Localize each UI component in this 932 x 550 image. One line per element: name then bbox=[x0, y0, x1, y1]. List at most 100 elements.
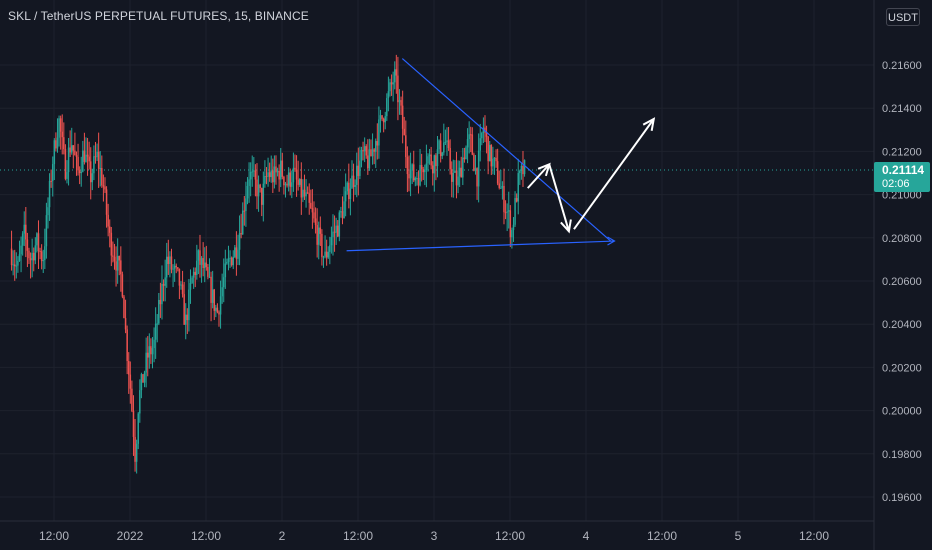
time-tick-label: 2 bbox=[279, 529, 286, 543]
candle-body bbox=[13, 264, 16, 267]
candle-body bbox=[340, 211, 342, 213]
candle-body bbox=[430, 154, 432, 166]
candle-body bbox=[427, 156, 429, 164]
candle-body bbox=[121, 274, 124, 297]
candle-body bbox=[441, 152, 443, 157]
candle-body bbox=[26, 239, 29, 251]
bar-countdown: 02:06 bbox=[882, 178, 910, 190]
candle-body bbox=[286, 183, 288, 186]
candle-body bbox=[200, 258, 203, 265]
candle-body bbox=[283, 176, 285, 186]
candle-body bbox=[431, 165, 434, 174]
candle-body bbox=[77, 157, 79, 171]
candle-body bbox=[75, 155, 78, 158]
candle-body bbox=[443, 142, 445, 153]
candle-body bbox=[221, 287, 223, 297]
candle-body bbox=[42, 260, 44, 262]
time-axis[interactable]: 12:00 2022 12:00 2 12:00 3 12:00 4 12:00 5 12:00 bbox=[39, 529, 829, 543]
candle-body bbox=[492, 158, 494, 167]
candle-body bbox=[89, 161, 92, 183]
candle-body bbox=[178, 268, 181, 286]
price-axis[interactable]: 0.21600 0.21400 0.21200 0.21000 0.20800 0.206… bbox=[882, 60, 922, 504]
candle-body bbox=[37, 233, 40, 252]
candle-body bbox=[45, 215, 48, 247]
candle-body bbox=[376, 141, 379, 146]
time-tick-label: 12:00 bbox=[647, 529, 677, 543]
candle-body bbox=[344, 191, 347, 202]
candle-body bbox=[390, 82, 393, 85]
currency-badge[interactable]: USDT bbox=[886, 8, 920, 26]
candle-body bbox=[481, 133, 483, 139]
candle-body bbox=[146, 352, 149, 358]
candle-body bbox=[82, 150, 84, 172]
candle-body bbox=[70, 145, 73, 153]
candle-body bbox=[403, 128, 405, 136]
candle-body bbox=[20, 245, 22, 255]
candle-body bbox=[64, 149, 67, 179]
time-tick-label: 12:00 bbox=[343, 529, 373, 543]
candle-body bbox=[161, 283, 163, 305]
candle-body bbox=[196, 260, 198, 276]
candle-body bbox=[29, 258, 32, 261]
candle-body bbox=[435, 155, 437, 167]
candle-body bbox=[172, 268, 174, 270]
candle-body bbox=[436, 149, 439, 167]
time-tick-label: 12:00 bbox=[191, 529, 221, 543]
candle-body bbox=[21, 233, 24, 246]
candle-body bbox=[294, 167, 296, 170]
candle-body bbox=[321, 233, 323, 257]
candle-body bbox=[310, 202, 312, 209]
candle-body bbox=[48, 180, 51, 208]
candle-body bbox=[291, 182, 293, 187]
candle-body bbox=[10, 248, 13, 265]
candle-body bbox=[444, 141, 447, 143]
time-tick-label: 2022 bbox=[117, 529, 144, 543]
candle-body bbox=[295, 169, 298, 180]
candle-body bbox=[189, 283, 192, 290]
candle-body bbox=[248, 179, 250, 186]
candle-body bbox=[298, 178, 301, 185]
candle-body bbox=[183, 294, 185, 325]
candle-body bbox=[412, 164, 415, 181]
candle-body bbox=[85, 154, 87, 162]
candle-body bbox=[88, 156, 90, 162]
candle-body bbox=[169, 256, 171, 264]
candle-body bbox=[213, 289, 215, 311]
candle-body bbox=[473, 154, 475, 171]
candle-body bbox=[177, 267, 179, 269]
candle-body bbox=[31, 252, 33, 261]
candle-body bbox=[40, 251, 43, 262]
candle-body bbox=[452, 172, 455, 182]
candle-body bbox=[485, 132, 488, 137]
candle-body bbox=[194, 271, 196, 276]
price-tick-label: 0.19600 bbox=[882, 492, 922, 504]
candle-body bbox=[303, 189, 306, 197]
candle-body bbox=[211, 289, 214, 303]
candle-body bbox=[500, 187, 502, 189]
candle-body bbox=[484, 127, 486, 133]
candle-body bbox=[246, 185, 249, 199]
candle-body bbox=[59, 118, 62, 132]
candle-body bbox=[44, 246, 46, 261]
candle-body bbox=[338, 212, 341, 237]
candle-body bbox=[132, 410, 135, 437]
candle-body bbox=[343, 201, 345, 219]
price-tick-label: 0.19800 bbox=[882, 449, 922, 461]
candle-body bbox=[74, 150, 76, 156]
candle-body bbox=[28, 250, 30, 259]
candle-body bbox=[94, 156, 97, 158]
candle-body bbox=[522, 165, 524, 175]
candle-body bbox=[370, 149, 372, 157]
candle-body bbox=[488, 144, 491, 162]
candle-body bbox=[317, 227, 320, 245]
candle-body bbox=[93, 156, 95, 174]
candle-body bbox=[329, 245, 331, 252]
candle-body bbox=[487, 136, 489, 162]
candle-body bbox=[438, 140, 440, 150]
candle-body bbox=[468, 134, 470, 140]
candle-body bbox=[23, 224, 25, 234]
candle-body bbox=[368, 149, 371, 169]
candle-body bbox=[311, 208, 314, 213]
